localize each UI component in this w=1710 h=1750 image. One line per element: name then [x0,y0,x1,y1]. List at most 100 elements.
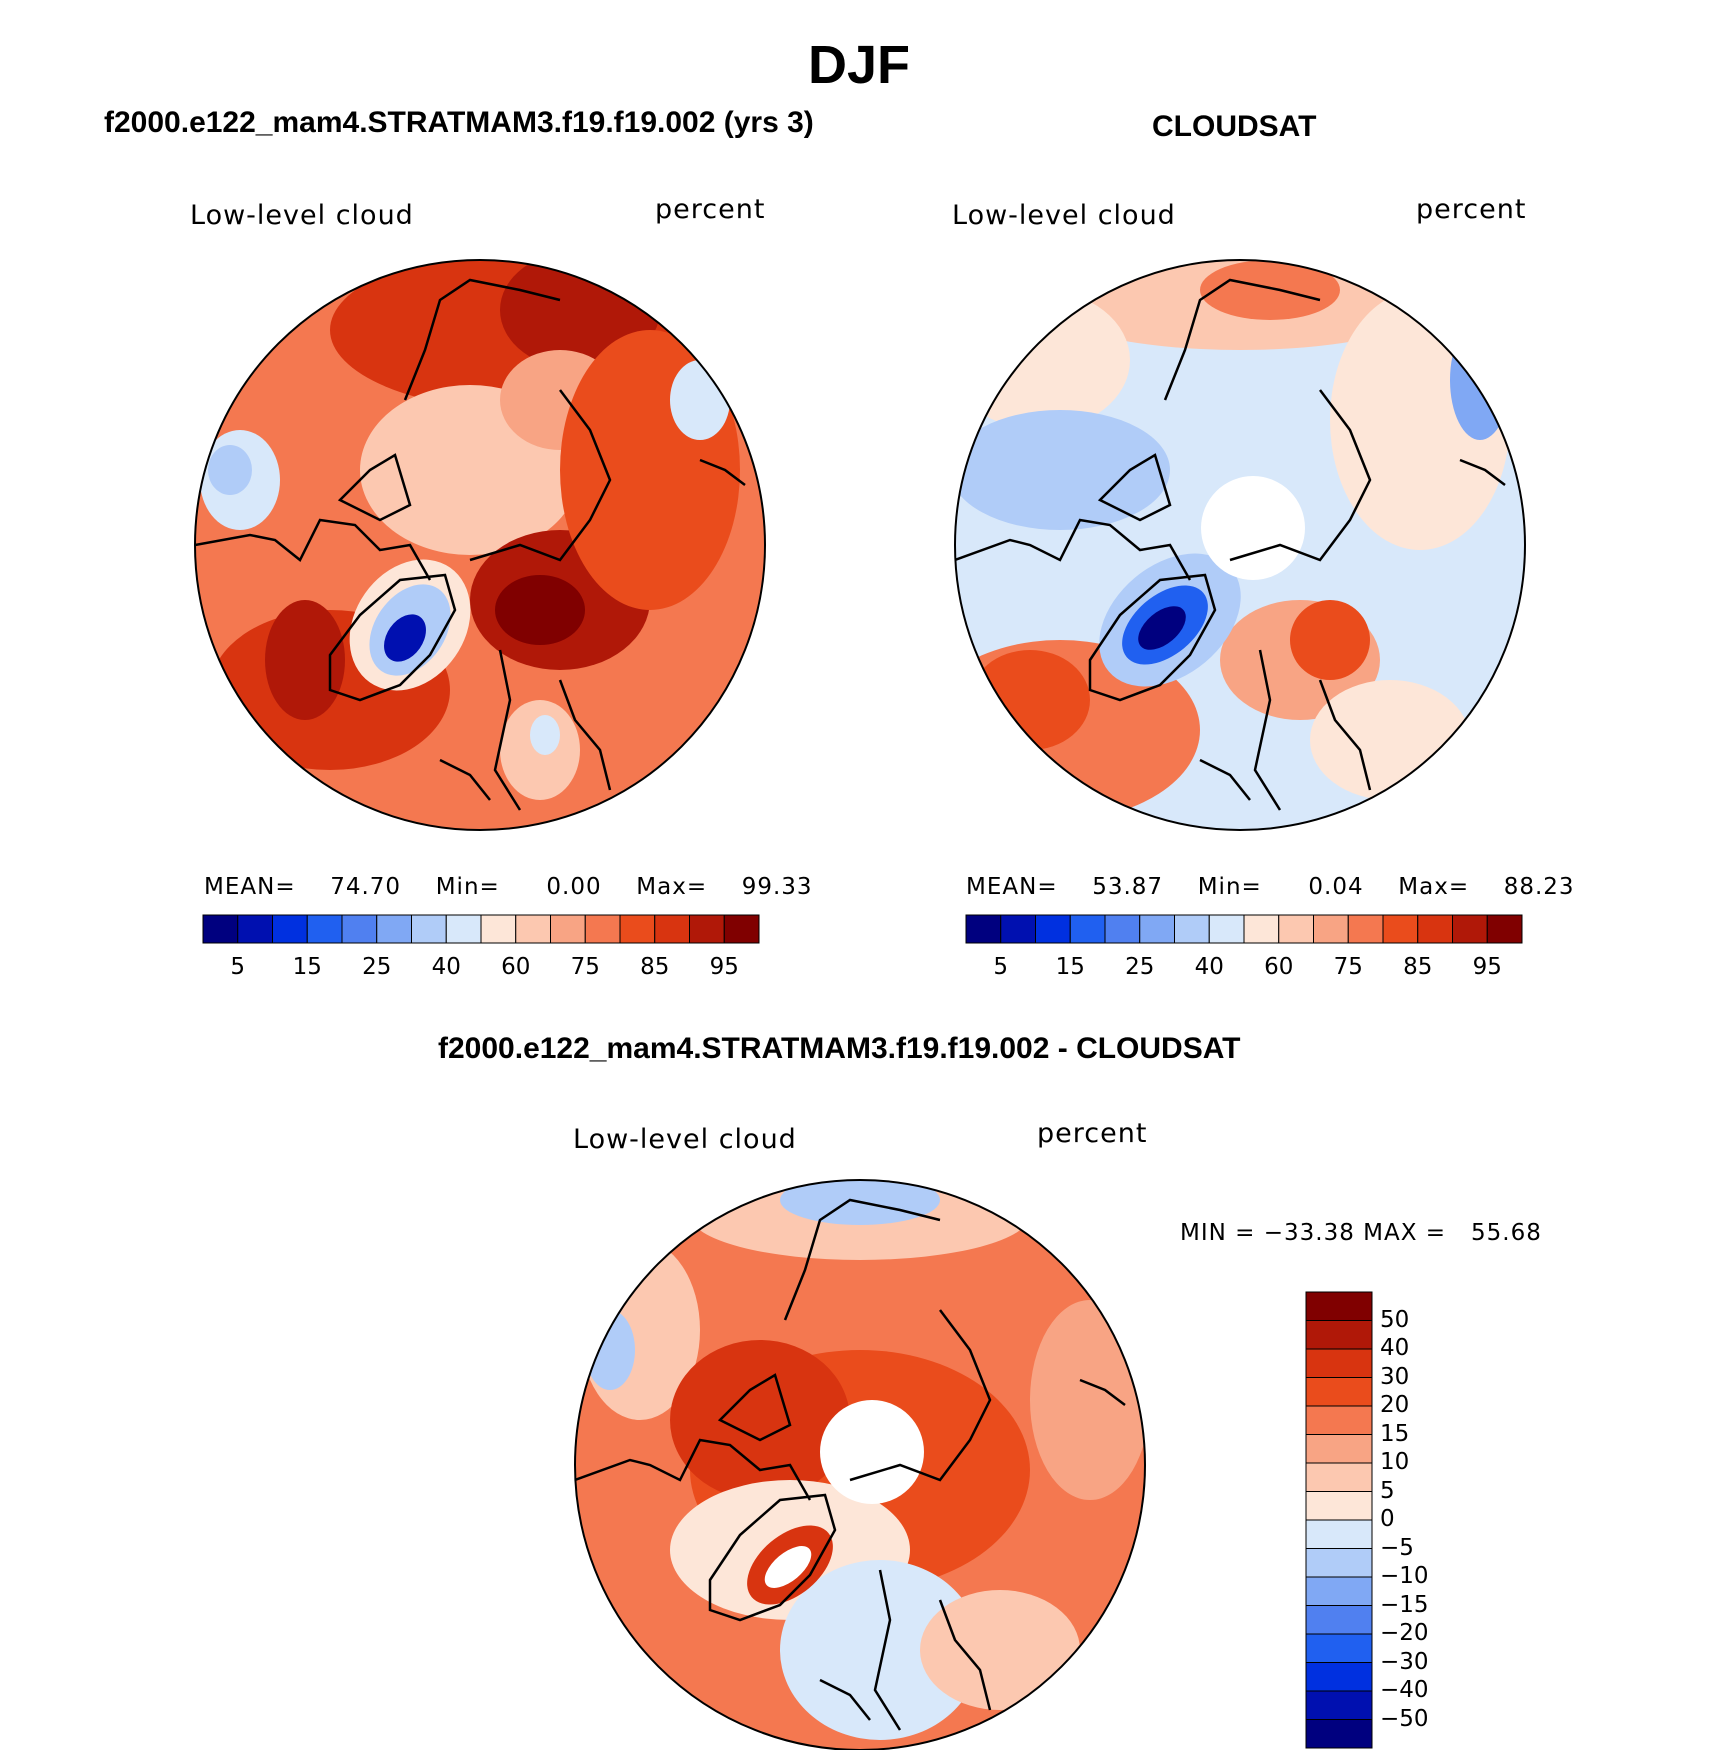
colorbar-tick-label: 0 [1380,1506,1395,1532]
colorbar-tick-label: 25 [362,954,392,980]
colorbar-swatch [1305,1491,1373,1521]
panel-1-min-label: Min= [435,874,500,900]
colorbar-tick-label: 40 [431,954,461,980]
colorbar-swatch [550,914,586,944]
panel-1-coastlines [195,278,746,811]
colorbar-swatch [1305,1462,1373,1492]
panel-1-title: f2000.e122_mam4.STRATMAM3.f19.f19.002 (y… [104,106,814,139]
colorbar-swatch [202,914,239,944]
panel-1-variable-label: Low-level cloud [190,200,414,231]
colorbar-swatch [1452,914,1488,944]
panel-3-colorbar-ticks: 50 40 30 20 15 10 5 0 −5 −10 −15 −20 −30 −40 −50 [1380,1292,1460,1748]
colorbar-tick-label: −15 [1380,1591,1429,1618]
colorbar-swatch [341,914,378,944]
colorbar-swatch [1305,1320,1373,1350]
panel-1-min-value: 0.00 [546,874,602,900]
colorbar-tick-label: −40 [1380,1677,1429,1703]
colorbar-swatch [723,914,760,944]
colorbar-swatch [1278,914,1314,944]
colorbar-swatch [376,914,412,944]
colorbar-tick-label: 85 [640,954,670,980]
colorbar-tick-label: 85 [1403,954,1433,980]
panel-2-colorbar [965,914,1523,944]
colorbar-swatch [1305,1548,1373,1578]
colorbar-swatch [965,914,1002,944]
colorbar-swatch [1000,914,1036,944]
colorbar-swatch [1305,1405,1373,1435]
colorbar-tick-label: 25 [1125,954,1155,980]
colorbar-swatch [411,914,447,944]
colorbar-swatch [1069,914,1106,944]
colorbar-swatch [237,914,273,944]
colorbar-swatch [445,914,482,944]
colorbar-swatch [1305,1519,1373,1549]
colorbar-swatch [1305,1719,1373,1749]
colorbar-swatch [654,914,690,944]
colorbar-tick-label: 60 [1264,954,1294,980]
panel-2-min-value: 0.04 [1308,874,1364,900]
panel-2-max-label: Max= [1398,874,1470,900]
colorbar-swatch [584,914,621,944]
colorbar-tick-label: 30 [1380,1363,1410,1390]
colorbar-swatch [1486,914,1523,944]
colorbar-tick-label: 50 [1380,1306,1410,1333]
colorbar-swatch [1313,914,1349,944]
panel-3-coastlines [575,1198,1126,1731]
colorbar-swatch [1347,914,1384,944]
panel-2-max-value: 88.23 [1503,874,1575,900]
panel-2-mean-value: 53.87 [1092,874,1164,900]
colorbar-swatch [1243,914,1280,944]
panel-2-min-label: Min= [1197,874,1262,900]
colorbar-swatch [306,914,343,944]
panel-3-colorbar [1305,1291,1373,1749]
colorbar-swatch [515,914,551,944]
colorbar-swatch [1305,1434,1373,1464]
panel-2-units-label: percent [1416,194,1527,225]
panel-1-max-value: 99.33 [741,874,813,900]
colorbar-tick-label: −50 [1380,1705,1429,1732]
panel-3-map-border [574,1179,1146,1750]
colorbar-tick-label: 95 [709,954,739,980]
panel-1-colorbar [202,914,760,944]
colorbar-swatch [1305,1633,1373,1663]
colorbar-swatch [1305,1690,1373,1720]
colorbar-tick-label: 75 [570,954,600,980]
panel-1-field [195,260,765,830]
colorbar-tick-label: 15 [292,954,322,980]
colorbar-swatch [1305,1377,1373,1407]
panel-2-colorbar-ticks: 5 15 25 40 60 75 85 95 [966,954,1522,984]
colorbar-swatch [1382,914,1419,944]
panel-3-units-label: percent [1037,1118,1148,1149]
panel-1-mean-label: MEAN= [204,874,296,900]
colorbar-swatch [1305,1605,1373,1635]
colorbar-swatch [1035,914,1071,944]
colorbar-tick-label: −10 [1380,1563,1429,1589]
panel-3-minmax: MIN = −33.38 MAX = 55.68 [1180,1220,1542,1246]
colorbar-swatch [1417,914,1453,944]
colorbar-swatch [1139,914,1175,944]
panel-2-mean-label: MEAN= [966,874,1058,900]
colorbar-swatch [1305,1291,1373,1321]
colorbar-swatch [689,914,725,944]
panel-1-mean-value: 74.70 [330,874,402,900]
colorbar-tick-label: 95 [1472,954,1502,980]
panel-3-variable-label: Low-level cloud [573,1124,797,1155]
colorbar-tick-label: −20 [1380,1620,1429,1646]
panel-2-variable-label: Low-level cloud [952,200,1176,231]
colorbar-tick-label: 40 [1194,954,1224,980]
colorbar-tick-label: 5 [1380,1477,1395,1504]
panel-1-units-label: percent [655,194,766,225]
colorbar-tick-label: 15 [1055,954,1085,980]
colorbar-tick-label: 75 [1333,954,1363,980]
colorbar-swatch [619,914,656,944]
colorbar-swatch [1305,1576,1373,1606]
panel-2-map-border [954,259,1526,831]
panel-1-max-label: Max= [636,874,708,900]
panel-3-field [575,1180,1145,1750]
colorbar-tick-label: 5 [230,954,246,980]
panel-1-map-border [194,259,766,831]
colorbar-swatch [272,914,308,944]
panel-2-title: CLOUDSAT [1152,110,1317,143]
colorbar-tick-label: 20 [1380,1392,1410,1418]
